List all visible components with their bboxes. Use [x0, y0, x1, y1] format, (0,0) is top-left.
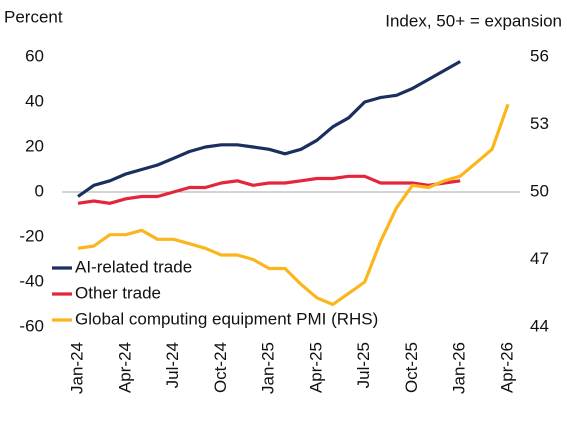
x-tick-label: Jan-26 [450, 342, 469, 394]
x-tick-label: Jan-25 [259, 342, 278, 394]
y2-tick-label: 44 [530, 316, 549, 335]
y2-axis-label: Index, 50+ = expansion [385, 11, 562, 30]
x-tick-label: Oct-24 [211, 342, 230, 393]
x-tick-label: Apr-25 [306, 342, 325, 393]
y-tick-label: -60 [19, 316, 44, 335]
x-tick-label: Apr-26 [497, 342, 516, 393]
y-tick-label: 40 [25, 91, 44, 110]
y-tick-label: -40 [19, 271, 44, 290]
y2-tick-label: 50 [530, 181, 549, 200]
series-line [77, 174, 461, 205]
y2-tick-label: 56 [530, 46, 549, 65]
legend-label: Other trade [75, 283, 161, 302]
legend-label: AI-related trade [75, 257, 192, 276]
x-tick-label: Jul-25 [354, 342, 373, 388]
y-tick-label: 0 [35, 181, 44, 200]
x-tick-label: Jul-24 [163, 342, 182, 388]
series-line [77, 60, 461, 198]
legend-label: Global computing equipment PMI (RHS) [75, 309, 378, 328]
y-tick-label: -20 [19, 226, 44, 245]
x-tick-label: Oct-25 [402, 342, 421, 393]
x-tick-label: Jan-24 [67, 342, 86, 394]
y-axis-label: Percent [4, 7, 63, 26]
series-line [77, 103, 510, 307]
y2-tick-label: 53 [530, 114, 549, 133]
y-tick-label: 20 [25, 136, 44, 155]
y2-tick-label: 47 [530, 249, 549, 268]
y-tick-label: 60 [25, 46, 44, 65]
x-tick-label: Apr-24 [115, 342, 134, 393]
